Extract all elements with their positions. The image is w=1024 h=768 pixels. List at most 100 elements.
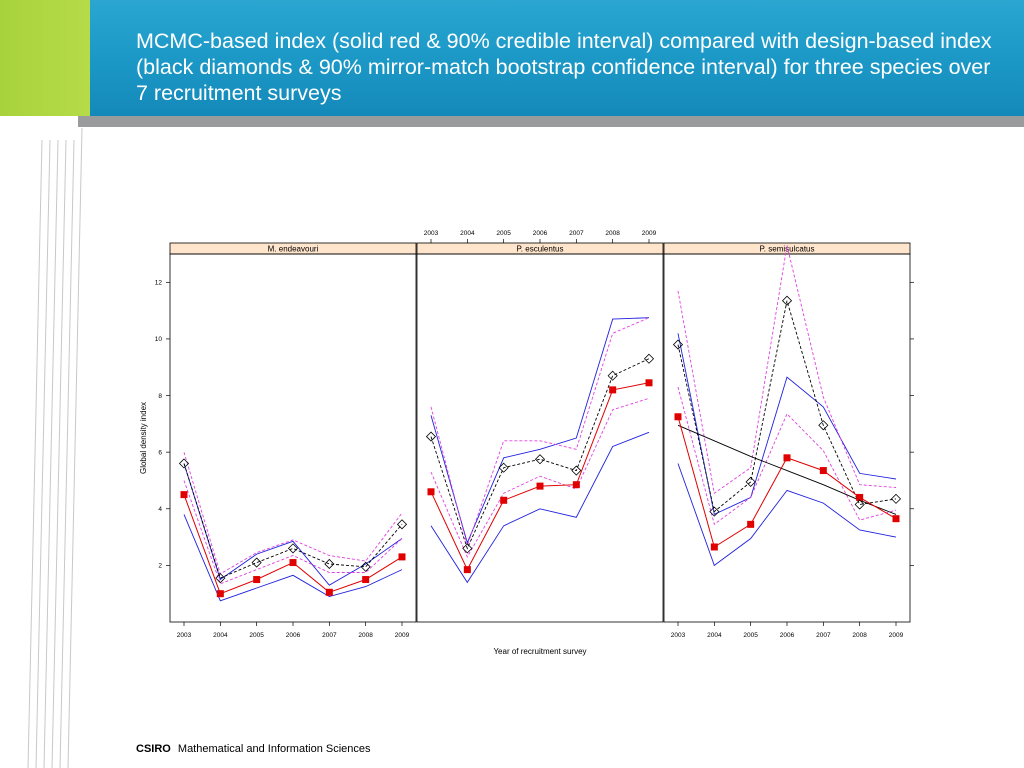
design-point <box>672 339 684 350</box>
footer-brand: CSIRO <box>136 743 171 755</box>
design-point <box>745 476 756 487</box>
design-point <box>709 506 720 517</box>
x-tick-label-top: 2006 <box>533 230 548 237</box>
design-lower-line <box>430 397 650 558</box>
y-tick-label: 10 <box>155 336 163 343</box>
mcmc-point <box>819 467 827 475</box>
design-index-line <box>183 463 403 579</box>
x-tick-label: 2004 <box>707 632 722 639</box>
x-tick-label: 2008 <box>852 632 867 639</box>
design-point <box>854 499 865 510</box>
x-tick-label: 2007 <box>322 632 337 639</box>
design-upper-line <box>430 317 650 548</box>
mcmc-point <box>747 520 755 528</box>
mcmc-point <box>674 413 682 421</box>
design-lower-line <box>183 480 403 585</box>
mcmc-point <box>398 553 406 561</box>
mcmc-point <box>216 590 224 598</box>
design-point <box>781 295 793 306</box>
x-tick-label-top: 2003 <box>424 230 439 237</box>
mcmc-point <box>289 559 297 567</box>
x-tick-label: 2009 <box>395 632 410 639</box>
mcmc-lower-line <box>677 463 897 567</box>
mcmc-point <box>572 481 580 489</box>
y-axis-title: Global density index <box>139 402 148 474</box>
design-point <box>215 573 226 584</box>
footer-text: Mathematical and Information Sciences <box>177 743 371 755</box>
panel-1: P. esculentus <box>416 242 664 623</box>
x-tick-label: 2005 <box>249 632 264 639</box>
slide-title: MCMC-based index (solid red & 90% credib… <box>136 29 992 105</box>
panel-frame <box>416 253 664 623</box>
design-lower-line <box>677 386 897 526</box>
y-tick-label: 2 <box>158 563 162 570</box>
mcmc-point <box>536 482 544 490</box>
header-grey-bar <box>78 116 1024 127</box>
mcmc-upper-line <box>430 317 650 545</box>
design-point <box>324 558 335 570</box>
panel-strip-label: M. endeavouri <box>268 245 319 254</box>
y-tick-label: 4 <box>158 506 162 513</box>
x-tick-label-top: 2009 <box>642 230 657 237</box>
x-axis-title: Year of recruitment survey <box>493 647 586 656</box>
x-tick-label-top: 2005 <box>496 230 511 237</box>
mcmc-point <box>253 576 261 584</box>
header-green-block <box>0 0 90 116</box>
trend-line <box>677 424 897 515</box>
design-point <box>360 561 371 572</box>
design-point <box>396 519 408 530</box>
design-point <box>287 543 299 554</box>
mcmc-upper-line <box>677 333 897 516</box>
mcmc-point <box>362 576 370 584</box>
mcmc-index-line <box>677 416 897 548</box>
header-band <box>0 0 1024 116</box>
mcmc-point <box>710 543 718 551</box>
panel-strip-label: P. esculentus <box>517 245 564 254</box>
mcmc-point <box>180 491 188 499</box>
y-tick-label: 6 <box>158 449 162 456</box>
mcmc-lower-line <box>430 431 650 584</box>
x-tick-label: 2008 <box>358 632 373 639</box>
x-tick-label: 2006 <box>286 632 301 639</box>
design-upper-line <box>677 245 897 494</box>
design-point <box>178 458 190 469</box>
design-index-line <box>677 300 897 513</box>
x-tick-label: 2007 <box>816 632 831 639</box>
panel-0: M. endeavouri <box>169 242 417 623</box>
design-point <box>425 431 437 442</box>
design-point <box>890 493 902 504</box>
design-point <box>462 543 473 554</box>
design-point <box>534 454 546 465</box>
mcmc-point <box>783 454 791 462</box>
panel-frame <box>663 253 911 623</box>
mcmc-point <box>427 488 435 496</box>
x-tick-label: 2003 <box>671 632 686 639</box>
design-point <box>643 353 655 364</box>
mcmc-point <box>645 379 653 387</box>
x-tick-label: 2009 <box>889 632 904 639</box>
mcmc-point <box>500 496 508 504</box>
panel-strip-label: P. semisulcatus <box>760 245 815 254</box>
mcmc-point <box>463 566 471 574</box>
design-point <box>571 465 582 476</box>
footer: CSIRO Mathematical and Information Scien… <box>136 743 371 755</box>
x-tick-label-top: 2007 <box>569 230 584 237</box>
design-index-line <box>430 358 650 550</box>
x-tick-label: 2004 <box>213 632 228 639</box>
design-point <box>498 462 509 473</box>
x-tick-label: 2005 <box>743 632 758 639</box>
y-tick-label: 8 <box>158 393 162 400</box>
panel-2: P. semisulcatus <box>663 242 911 623</box>
mcmc-point <box>325 588 333 596</box>
mcmc-point <box>892 515 900 523</box>
y-tick-label: 12 <box>155 280 163 287</box>
x-tick-label-top: 2008 <box>605 230 620 237</box>
mcmc-point <box>856 493 864 501</box>
x-tick-label: 2006 <box>780 632 795 639</box>
mcmc-point <box>609 386 617 394</box>
design-point <box>251 557 262 568</box>
mcmc-upper-line <box>183 463 403 586</box>
panel-frame <box>169 253 417 623</box>
mcmc-lower-line <box>183 514 403 602</box>
design-point <box>607 370 618 381</box>
